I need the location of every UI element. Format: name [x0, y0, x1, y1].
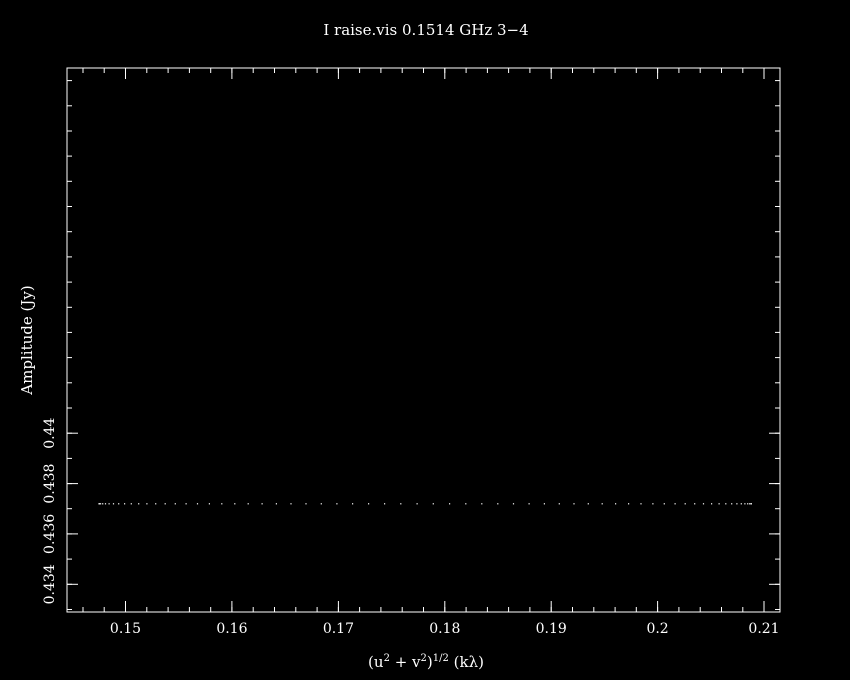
data-point	[702, 503, 705, 505]
data-point	[481, 503, 483, 505]
data-point	[98, 503, 100, 505]
data-point	[112, 503, 115, 505]
data-point	[718, 503, 720, 505]
data-point	[174, 503, 176, 505]
x-label-sup-u: 2	[384, 653, 390, 664]
data-point	[164, 503, 166, 505]
x-label-sup-v: 2	[421, 653, 427, 664]
data-point	[108, 503, 110, 505]
data-point	[221, 503, 223, 505]
data-point	[305, 503, 307, 505]
x-tick-label: 0.17	[323, 621, 354, 637]
x-tick-label: 0.15	[110, 621, 141, 637]
data-point	[543, 503, 545, 505]
y-tick-label: 0.434	[42, 564, 58, 604]
x-tick-label: 0.16	[216, 621, 247, 637]
data-point	[185, 503, 187, 505]
data-point	[731, 503, 733, 505]
data-point	[528, 503, 530, 505]
axis-ticks	[67, 68, 780, 612]
y-tick-label: 0.44	[42, 418, 58, 449]
data-point	[290, 503, 292, 505]
data-point	[674, 503, 676, 505]
data-point	[130, 503, 132, 505]
y-tick-label: 0.436	[42, 514, 58, 554]
data-point	[449, 503, 451, 505]
x-tick-label: 0.19	[536, 621, 567, 637]
x-label-close: )	[427, 653, 433, 671]
data-point	[497, 503, 499, 505]
data-point	[587, 503, 589, 505]
data-point	[102, 503, 104, 505]
data-point	[740, 503, 742, 505]
data-point	[104, 503, 107, 505]
data-point	[512, 503, 515, 505]
data-point	[138, 503, 140, 505]
data-point	[400, 503, 402, 505]
data-point	[261, 503, 263, 505]
data-point	[146, 503, 148, 505]
x-axis-label: (u2 + v2)1/2 (kλ)	[368, 653, 484, 671]
x-tick-labels: 0.15 0.16 0.17 0.18 0.19 0.2 0.21	[110, 621, 780, 637]
data-point	[384, 503, 386, 505]
data-point	[694, 503, 696, 505]
data-point	[652, 503, 654, 505]
data-point	[615, 503, 617, 505]
data-point	[118, 503, 120, 505]
data-point	[368, 503, 370, 505]
y-tick-label: 0.438	[42, 464, 58, 504]
data-point	[155, 503, 157, 505]
data-point	[684, 503, 686, 505]
x-tick-label: 0.18	[429, 621, 460, 637]
chart-title: I raise.vis 0.1514 GHz 3−4	[323, 21, 528, 39]
data-point	[725, 503, 727, 505]
data-point	[744, 503, 746, 505]
data-point	[208, 503, 210, 505]
x-label-suffix: (kλ)	[449, 653, 484, 671]
y-axis-label: Amplitude (Jy)	[18, 285, 36, 395]
data-point	[663, 503, 665, 505]
x-label-middle: + v	[390, 653, 421, 671]
x-label-sup-half: 1/2	[433, 653, 449, 664]
data-point	[558, 503, 560, 505]
x-tick-label: 0.2	[646, 621, 668, 637]
data-point	[711, 503, 713, 505]
data-point	[750, 503, 752, 505]
x-label-prefix: (u	[368, 653, 384, 671]
data-points	[98, 503, 752, 505]
data-point	[247, 503, 249, 505]
data-point	[234, 503, 236, 505]
data-point	[573, 503, 575, 505]
data-point	[465, 503, 467, 505]
data-point	[100, 503, 102, 505]
data-point	[601, 503, 603, 505]
data-point	[196, 503, 199, 505]
data-point	[352, 503, 354, 505]
data-point	[320, 503, 322, 505]
data-point	[628, 503, 630, 505]
data-point	[416, 503, 418, 505]
data-point	[640, 503, 642, 505]
data-point	[749, 503, 751, 505]
data-point	[336, 503, 338, 505]
y-tick-labels: 0.434 0.436 0.438 0.44	[42, 418, 58, 605]
data-point	[747, 503, 749, 505]
data-point	[124, 503, 126, 505]
data-point	[736, 503, 738, 505]
data-point	[275, 503, 277, 505]
data-point	[432, 503, 434, 505]
x-tick-label: 0.21	[748, 621, 779, 637]
